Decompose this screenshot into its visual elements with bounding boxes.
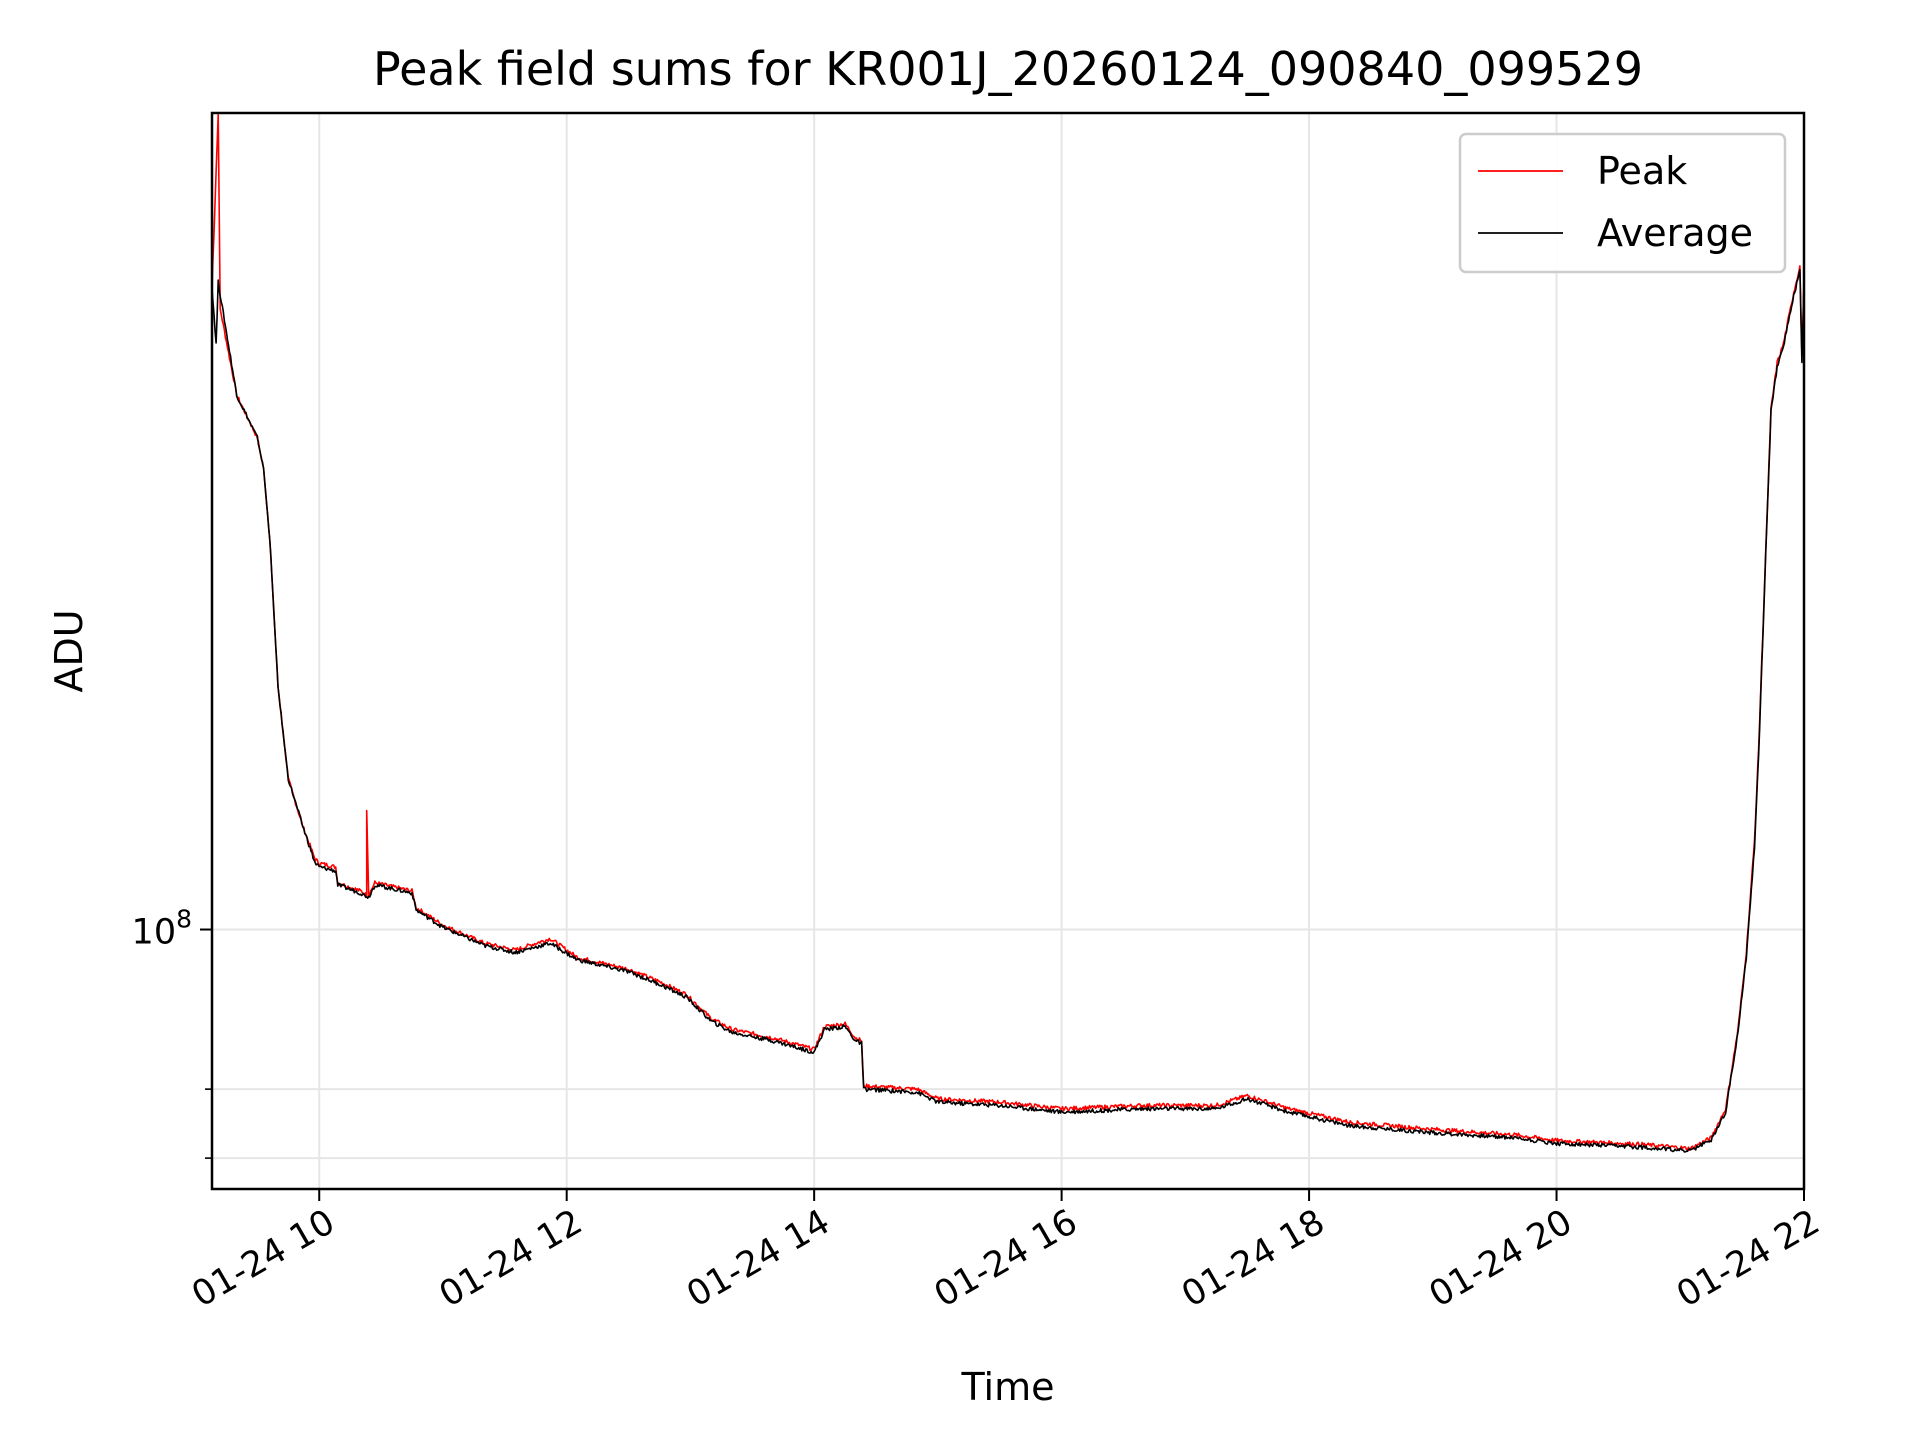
series-line-average bbox=[211, 268, 1805, 1153]
axes-frame bbox=[210, 111, 1806, 1191]
y-axis-ticks: 108 bbox=[132, 905, 212, 1159]
series-line-peak bbox=[211, 113, 1805, 1152]
x-axis-label: Time bbox=[961, 1365, 1055, 1409]
y-tick-label: 108 bbox=[132, 905, 192, 953]
plot-area bbox=[211, 113, 1805, 1153]
chart-title: Peak field sums for KR001J_20260124_0908… bbox=[373, 42, 1643, 96]
y-axis-label: ADU bbox=[47, 609, 91, 692]
legend-label-peak: Peak bbox=[1597, 149, 1687, 193]
legend: Peak Average bbox=[1458, 132, 1787, 274]
legend-label-average: Average bbox=[1597, 211, 1753, 255]
legend-box bbox=[1458, 132, 1787, 274]
